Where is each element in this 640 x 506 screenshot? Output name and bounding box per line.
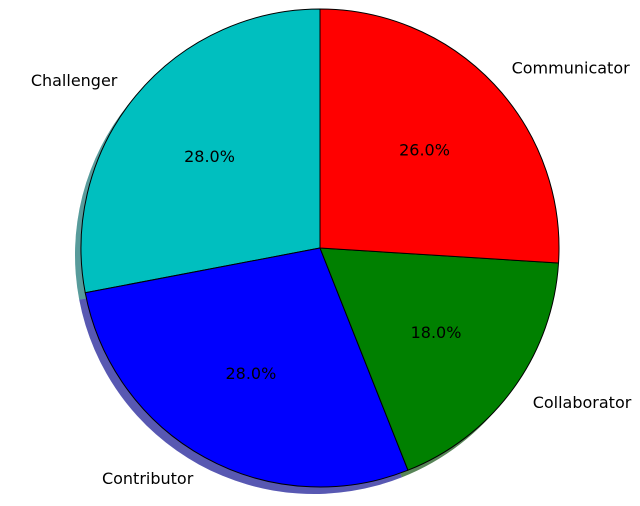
percent-label-contributor: 28.0% <box>225 364 276 383</box>
slice-collaborator <box>319 247 560 471</box>
slice-challenger <box>80 8 321 294</box>
pie-slices <box>80 8 560 488</box>
pie-labels: 28.0% Challenger 28.0% Contributor 18.0% Coll… <box>31 59 632 488</box>
percent-label-collaborator: 18.0% <box>411 323 462 342</box>
percent-label-communicator: 26.0% <box>399 140 450 159</box>
category-label-collaborator: Collaborator <box>533 393 632 412</box>
category-label-contributor: Contributor <box>102 469 194 488</box>
slice-communicator <box>319 8 560 264</box>
percent-label-challenger: 28.0% <box>184 147 235 166</box>
category-label-challenger: Challenger <box>31 71 118 90</box>
category-label-communicator: Communicator <box>512 59 631 78</box>
slice-contributor <box>84 247 409 488</box>
